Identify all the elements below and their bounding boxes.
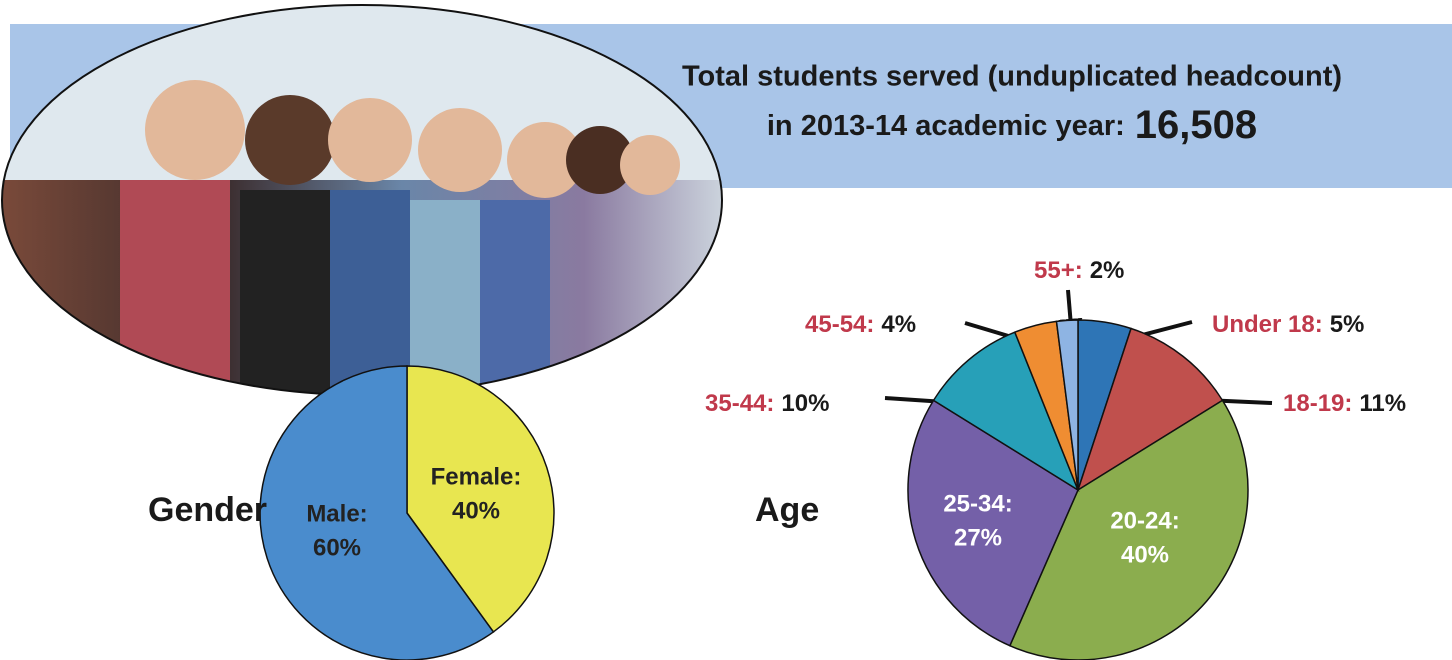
slice-category: 18-19:: [1283, 390, 1352, 417]
slice-category: 35-44:: [705, 390, 774, 417]
slice-label: 35-44: 10%: [705, 390, 829, 417]
pie-slice: [907, 399, 1079, 647]
slice-category: Male:: [306, 500, 367, 527]
pie-slice: [1076, 327, 1224, 492]
slice-value: 40%: [452, 497, 500, 524]
banner-line1: Total students served (unduplicated head…: [682, 61, 1342, 93]
slice-category: 20-24:: [1110, 507, 1179, 534]
slice-value: 5%: [1330, 311, 1365, 338]
banner-line2-text: in 2013-14 academic year:: [767, 110, 1125, 142]
slice-label: 45-54: 4%: [805, 311, 916, 338]
pie-slice: [259, 365, 495, 660]
slice-value: 40%: [1121, 541, 1169, 568]
banner-total: 16,508: [1135, 103, 1257, 147]
slice-category: 55+:: [1034, 257, 1083, 284]
pie-slice: [406, 365, 555, 633]
slice-category: 25-34:: [943, 490, 1012, 517]
slice-value: 2%: [1090, 257, 1125, 284]
pie-title: Gender: [148, 491, 267, 529]
pies: [259, 319, 1249, 660]
slice-category: Under 18:: [1212, 311, 1323, 338]
slice-category: 45-54:: [805, 311, 874, 338]
slice-value: 10%: [781, 390, 829, 417]
banner-line2: in 2013-14 academic year: 16,508: [767, 103, 1257, 147]
slice-value: 27%: [954, 524, 1002, 551]
pie-slice: [1055, 319, 1079, 491]
slice-value: 60%: [313, 534, 361, 561]
photo: [2, 5, 722, 395]
slice-label: 55+: 2%: [1034, 257, 1124, 284]
pie-title: Age: [755, 491, 819, 529]
slice-label: Under 18: 5%: [1212, 311, 1364, 338]
slice-category: Female:: [431, 463, 522, 490]
slice-label: 18-19: 11%: [1283, 390, 1406, 417]
slice-value: 11%: [1359, 390, 1406, 417]
pie-slice: [1008, 399, 1249, 660]
pie-slice: [932, 331, 1080, 492]
slice-value: 4%: [881, 311, 916, 338]
